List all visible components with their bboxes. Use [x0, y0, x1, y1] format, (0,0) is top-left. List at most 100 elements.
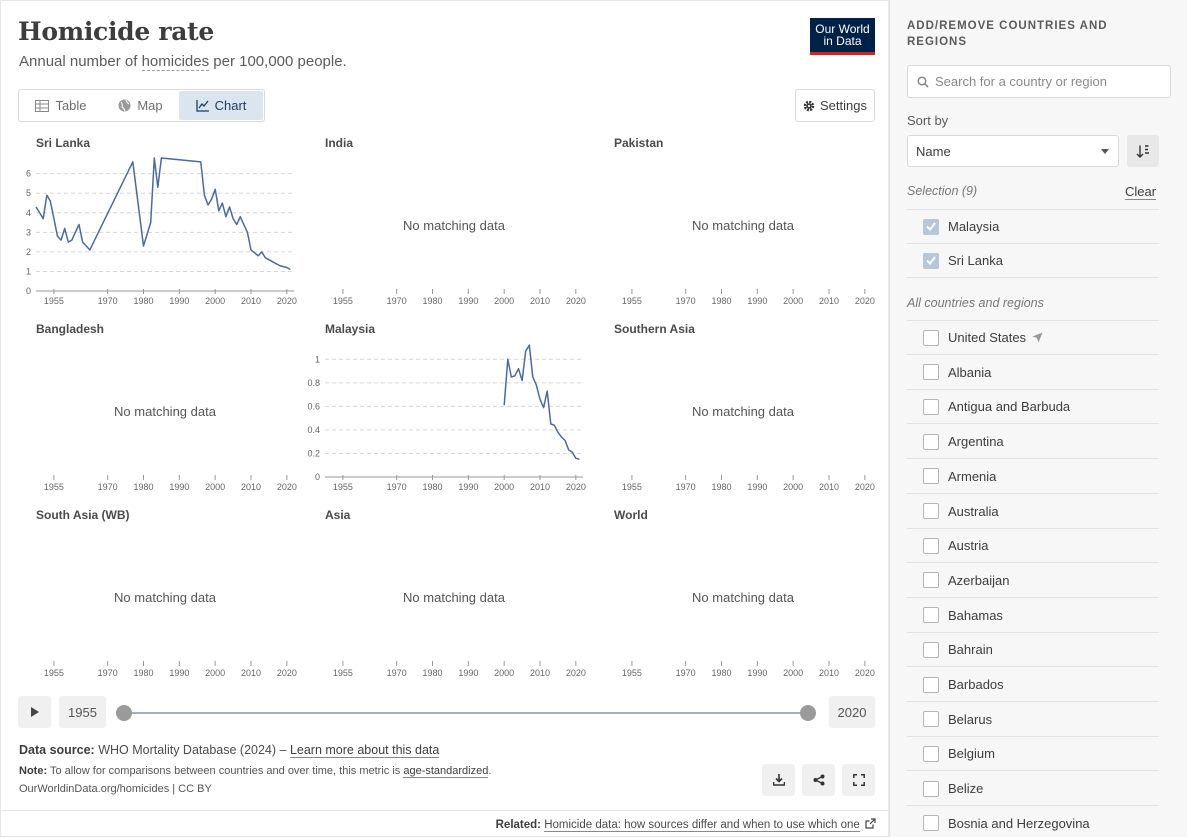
tab-table-label: Table — [55, 98, 87, 113]
panel-title: Sri Lanka — [36, 136, 91, 150]
x-tick-label: 1980 — [422, 482, 442, 492]
country-name: Bosnia and Herzegovina — [948, 815, 1090, 831]
country-row[interactable]: Bahamas — [907, 599, 1159, 633]
x-tick-label: 1970 — [387, 296, 407, 306]
country-name: Belize — [948, 781, 984, 797]
x-tick-label: 2020 — [566, 668, 586, 678]
x-tick-label: 1990 — [169, 668, 189, 678]
checkbox[interactable] — [923, 745, 939, 762]
tab-chart[interactable]: Chart — [179, 91, 263, 120]
x-tick-label: 2010 — [819, 482, 839, 492]
checkbox[interactable] — [923, 329, 939, 346]
y-tick-label: 0.2 — [307, 448, 320, 458]
share-button[interactable] — [802, 764, 835, 796]
line-chart-icon — [195, 99, 209, 112]
plot-group: 1955 1970 1980 1990 2000 2010 2020 — [622, 475, 875, 492]
country-row[interactable]: Argentina — [907, 425, 1159, 460]
country-row[interactable]: Belize — [907, 772, 1159, 807]
checkbox[interactable] — [923, 711, 939, 728]
x-tick-label: 1970 — [98, 482, 118, 492]
tab-map[interactable]: Map — [102, 91, 179, 120]
series-line[interactable] — [35, 157, 291, 271]
x-tick-label: 2010 — [241, 668, 261, 678]
checkbox-checked[interactable] — [923, 218, 939, 235]
download-button[interactable] — [762, 764, 795, 796]
start-year[interactable]: 1955 — [59, 696, 106, 728]
related-link[interactable]: Homicide data: how sources differ and wh… — [544, 819, 860, 832]
owid-logo[interactable]: Our World in Data — [810, 18, 875, 55]
fullscreen-button[interactable] — [842, 764, 875, 796]
country-row[interactable]: Antigua and Barbuda — [907, 390, 1159, 425]
country-row[interactable]: Belarus — [907, 703, 1159, 737]
y-tick-label: 5 — [26, 188, 31, 198]
settings-button[interactable]: Settings — [795, 89, 875, 122]
checkbox[interactable] — [923, 468, 939, 485]
expand-icon — [852, 774, 865, 786]
checkbox[interactable] — [923, 815, 939, 832]
y-tick-label: 2 — [26, 247, 31, 257]
no-data-message: No matching data — [692, 218, 794, 233]
checkbox[interactable] — [923, 364, 939, 381]
panel-world: World No matching data 1955 1970 1980 1990 200… — [614, 508, 884, 683]
download-icon — [772, 774, 785, 786]
country-row[interactable]: Armenia — [907, 460, 1159, 494]
end-handle[interactable] — [800, 705, 816, 721]
country-row[interactable]: Albania — [907, 356, 1159, 390]
timeline-track[interactable] — [124, 712, 808, 714]
start-handle[interactable] — [116, 705, 132, 721]
age-standardized-link[interactable]: age-standardized — [403, 765, 489, 778]
sort-direction-button[interactable] — [1127, 135, 1159, 167]
checkbox[interactable] — [923, 641, 939, 658]
checkbox-checked[interactable] — [923, 252, 939, 269]
sort-select[interactable]: Name — [907, 135, 1119, 167]
checkbox[interactable] — [923, 780, 939, 797]
play-icon — [30, 707, 39, 717]
x-tick-label: 2020 — [277, 296, 297, 306]
country-row[interactable]: Malaysia — [907, 210, 1159, 244]
checkbox[interactable] — [923, 537, 939, 554]
panel-chart: 1955 1970 1980 1990 2000 2010 2020 0 1 2 3 4 5 6 — [26, 157, 297, 306]
y-tick-label: 1 — [26, 266, 31, 276]
country-row[interactable]: Barbados — [907, 668, 1159, 702]
checkbox[interactable] — [923, 398, 939, 415]
checkbox[interactable] — [923, 433, 939, 450]
country-row[interactable]: Belgium — [907, 737, 1159, 772]
source-text: WHO Mortality Database (2024) – — [94, 743, 290, 757]
series-line[interactable] — [503, 344, 580, 461]
related-text: Related: Homicide data: how sources diff… — [496, 818, 876, 832]
country-row[interactable]: Bosnia and Herzegovina — [907, 807, 1159, 837]
license[interactable]: OurWorldinData.org/homicides | CC BY — [19, 783, 212, 795]
checkbox[interactable] — [923, 503, 939, 519]
country-row[interactable]: Australia — [907, 495, 1159, 529]
search-input[interactable]: Search for a country or region — [907, 65, 1171, 98]
sort-label: Sort by — [907, 113, 949, 128]
panel-title: Malaysia — [325, 322, 376, 336]
country-row[interactable]: Bahrain — [907, 633, 1159, 668]
country-row[interactable]: Azerbaijan — [907, 564, 1159, 598]
x-tick-label: 2020 — [277, 668, 297, 678]
play-button[interactable] — [18, 696, 51, 728]
checkbox[interactable] — [923, 676, 939, 693]
y-tick-label: 6 — [26, 169, 31, 179]
clear-button[interactable]: Clear — [1125, 184, 1157, 200]
panel-india: India No matching data 1955 1970 1980 1990 200… — [325, 136, 595, 311]
source-label: Data source: — [19, 743, 95, 757]
learn-more-link[interactable]: Learn more about this data — [289, 743, 440, 758]
checkbox[interactable] — [923, 607, 939, 624]
tab-table[interactable]: Table — [20, 91, 102, 120]
end-year[interactable]: 2020 — [829, 696, 875, 728]
x-tick-label: 1955 — [44, 668, 64, 678]
panel-title: Pakistan — [614, 136, 664, 150]
country-name: Argentina — [948, 434, 1004, 450]
x-tick-label: 1955 — [622, 668, 642, 678]
x-tick-label: 2000 — [205, 482, 225, 492]
country-row[interactable]: Austria — [907, 529, 1159, 564]
country-row[interactable]: Sri Lanka — [907, 244, 1159, 278]
homicides-link[interactable]: homicides — [141, 53, 210, 71]
checkbox[interactable] — [923, 572, 939, 589]
panel-pakistan: Pakistan No matching data 1955 1970 1980 1990… — [614, 136, 884, 311]
no-data-message: No matching data — [114, 404, 216, 419]
plot-group: 1955 1970 1980 1990 2000 2010 2020 — [44, 475, 297, 492]
y-tick-label: 0.4 — [307, 425, 320, 435]
country-row[interactable]: United States — [907, 321, 1159, 355]
